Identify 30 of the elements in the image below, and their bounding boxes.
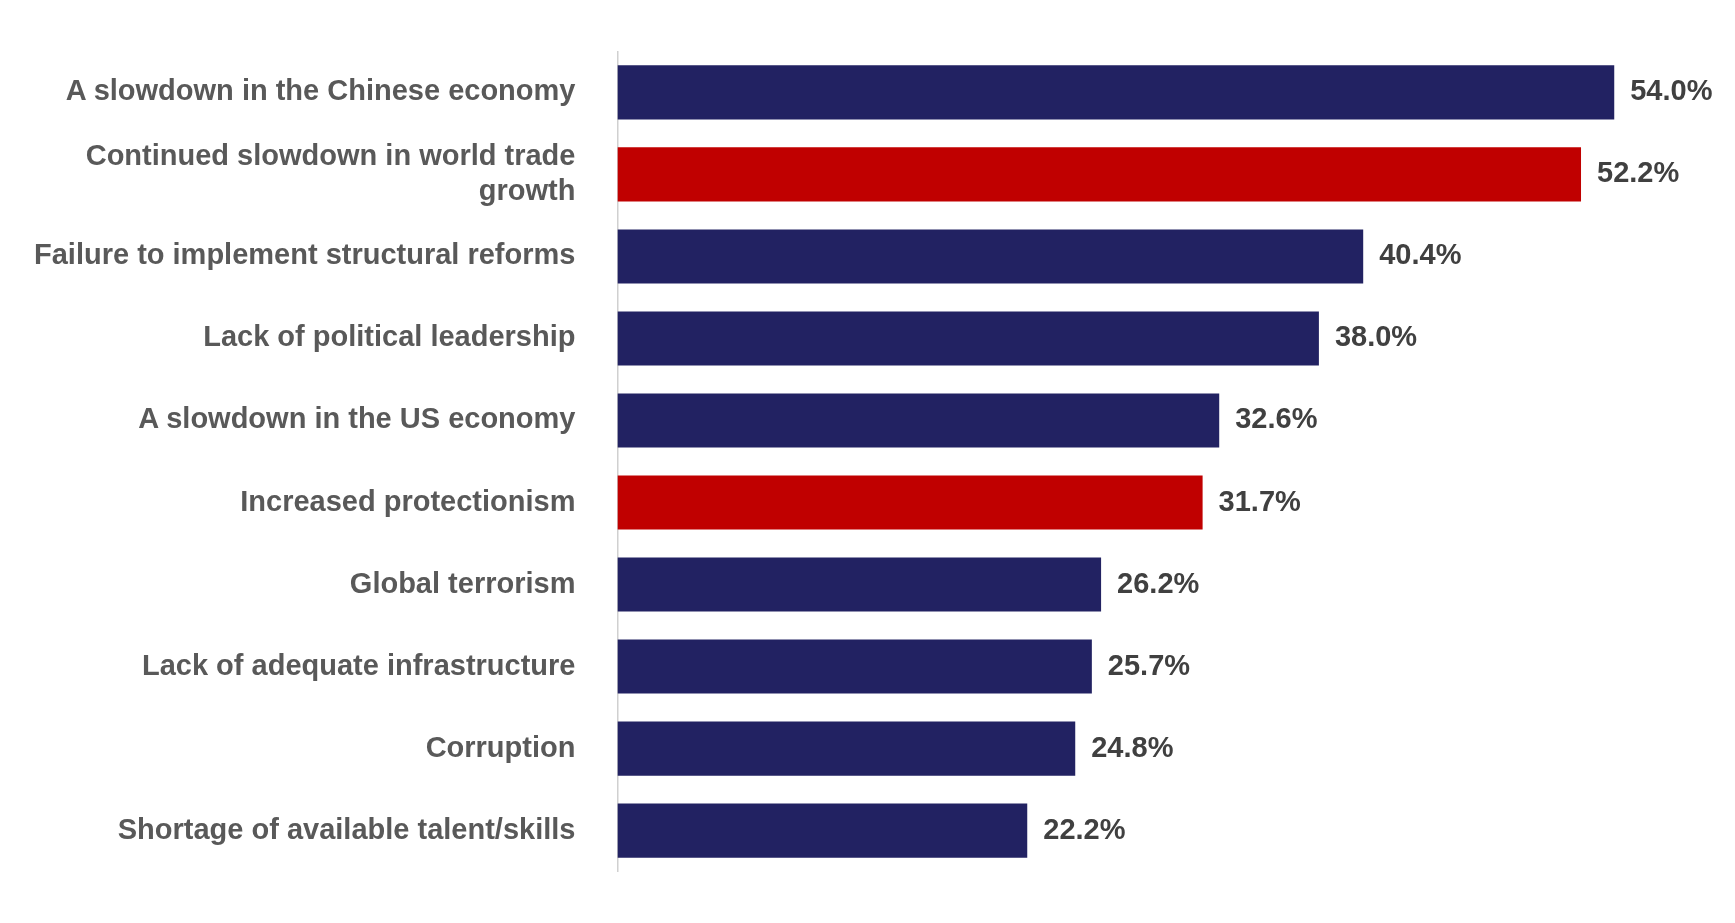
data-label: 38.0%: [1334, 320, 1418, 353]
bar: [617, 721, 1076, 776]
bar: [617, 65, 1615, 120]
bar: [617, 803, 1028, 858]
y-tick-label: Lack of adequate infrastructure: [141, 648, 576, 681]
y-tick-label: A slowdown in the Chinese economy: [65, 74, 576, 107]
data-label: 54.0%: [1630, 74, 1713, 107]
data-label: 52.2%: [1597, 156, 1680, 189]
y-tick-label: Lack of political leadership: [203, 320, 576, 353]
data-label: 31.7%: [1218, 484, 1302, 517]
data-label: 22.2%: [1043, 812, 1126, 845]
y-tick-label: Global terrorism: [349, 566, 576, 599]
y-tick-label: Continued slowdown in world trade growth: [85, 139, 576, 206]
y-tick-label: Increased protectionism: [240, 484, 576, 517]
y-tick-label: Corruption: [425, 730, 576, 763]
y-tick-label: Shortage of available talent/skills: [117, 812, 576, 845]
bar: [617, 393, 1220, 448]
bar: [617, 557, 1102, 612]
data-label: 25.7%: [1107, 648, 1191, 681]
data-label: 24.8%: [1091, 730, 1174, 763]
y-tick-label: A slowdown in the US economy: [138, 402, 576, 435]
y-tick-label: Failure to implement structural reforms: [33, 238, 576, 271]
data-label: 26.2%: [1117, 566, 1200, 599]
data-label: 40.4%: [1379, 238, 1462, 271]
bar: [617, 229, 1364, 284]
bar: [617, 639, 1092, 694]
bar: [617, 475, 1203, 530]
data-label: 32.6%: [1235, 402, 1318, 435]
bar: [617, 147, 1582, 202]
bar: [617, 311, 1319, 366]
